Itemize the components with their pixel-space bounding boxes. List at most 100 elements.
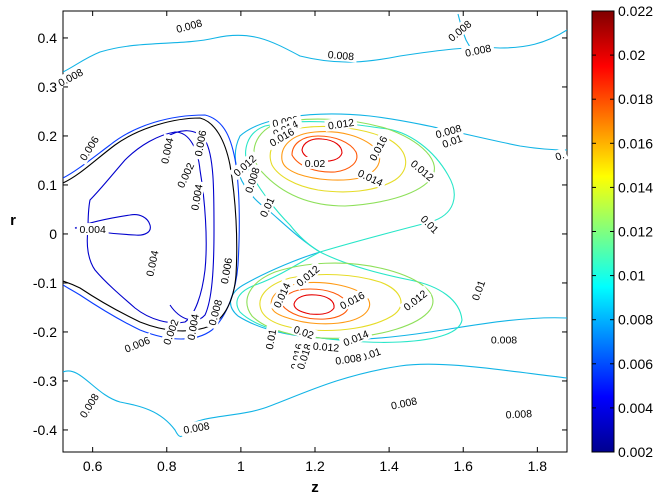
y-tick-label: 0.3 xyxy=(38,79,58,95)
contour-label-bg xyxy=(53,64,88,90)
contour-label: 0.008 xyxy=(488,333,520,346)
contour-label-bg xyxy=(331,350,366,368)
contour-label-bg xyxy=(291,260,324,291)
contour-label: 0.004 xyxy=(76,223,109,236)
y-tick-label: 0 xyxy=(49,226,57,242)
colorbar-tick-label: 0.004 xyxy=(618,400,653,416)
contour-label-bg xyxy=(76,223,109,236)
contour-label-bg xyxy=(262,325,279,354)
contour-label-bg xyxy=(338,326,373,350)
contour-label: 0.004 xyxy=(187,180,206,214)
contour-label: 0.012 xyxy=(309,339,343,355)
contour-label-bg xyxy=(157,133,176,168)
colorbar-tick-label: 0.02 xyxy=(618,47,645,63)
y-tick-label: 0.2 xyxy=(38,128,58,144)
contour-line-0.006-left xyxy=(63,114,240,340)
contour-label-bg xyxy=(309,339,343,355)
contour-label-bg xyxy=(365,131,391,166)
contour-line-0.008-bottom xyxy=(63,363,567,438)
contour-label-bg xyxy=(324,115,358,132)
contour-label-text: 0.004 xyxy=(186,313,202,341)
contour-label-bg xyxy=(173,158,198,193)
contour-label-bg xyxy=(293,339,315,374)
contour-line-0.018-upper xyxy=(291,135,358,173)
contour-label-bg xyxy=(171,15,207,36)
contour-line-0.004-inner xyxy=(74,214,151,236)
contour-label-text: 0.008 xyxy=(390,395,418,412)
contour-label-bg xyxy=(335,287,370,313)
contour-label-text: 0.01 xyxy=(264,328,279,350)
contour-label-bg xyxy=(416,210,444,238)
contour-label-text: 0.008 xyxy=(491,334,517,346)
contour-label-bg xyxy=(324,47,358,63)
contour-label-text: 0.02 xyxy=(305,158,326,170)
contour-label-bg xyxy=(302,156,328,169)
contour-label-bg xyxy=(75,131,103,165)
contour-label-text: 0.008 xyxy=(327,49,354,63)
contour-label: 0.01 xyxy=(262,325,279,354)
contour-label: 0.004 xyxy=(184,310,202,344)
contour-label-bg xyxy=(191,126,209,161)
contour-label-text: 0.008 xyxy=(464,43,492,60)
colorbar-tick-label: 0.014 xyxy=(618,179,653,195)
colorbar-tick-label: 0.016 xyxy=(618,135,653,151)
contour-label-text: 0.012 xyxy=(327,117,355,133)
contour-label: 0.008 xyxy=(502,406,536,421)
contour-label-text: 0.008 xyxy=(183,420,211,436)
contour-label-text: 0.004 xyxy=(159,137,176,165)
contour-label-bg xyxy=(120,332,155,356)
contour-label-bg xyxy=(289,321,319,343)
y-tick-label: -0.3 xyxy=(33,373,57,389)
contour-label: 0.008 xyxy=(324,47,358,63)
contour-label-text: 0.004 xyxy=(189,183,205,211)
contour-label: 0. xyxy=(550,147,569,164)
y-tick-label: -0.1 xyxy=(33,275,57,291)
contour-label-bg xyxy=(461,41,495,60)
contour-line-0.01-right xyxy=(236,121,463,343)
contour-label: 0.008 xyxy=(461,41,495,60)
contour-line-black-separatrix xyxy=(63,117,238,332)
contour-label-bg xyxy=(387,393,421,413)
plot-frame xyxy=(62,10,568,453)
contour-label-text: 0.008 xyxy=(505,408,532,421)
contour-label: 0.012 xyxy=(324,115,358,133)
contour-label: 0.004 xyxy=(142,246,162,281)
contour-label-bg xyxy=(159,314,182,350)
colorbar-tick-label: 0.018 xyxy=(618,91,653,107)
contour-label-bg xyxy=(142,246,162,281)
colorbar-tick-label: 0.022 xyxy=(618,3,653,19)
contour-label-bg xyxy=(187,180,206,214)
y-tick-label: 0.1 xyxy=(38,177,58,193)
contour-line-0.004-left xyxy=(86,131,207,324)
contour-label-bg xyxy=(502,406,536,421)
contour-label: 0.004 xyxy=(157,133,176,168)
contour-label: 0.02 xyxy=(302,156,328,170)
contour-label-text: 0.012 xyxy=(312,341,339,355)
y-axis-label: r xyxy=(10,212,16,229)
colorbar-tick-label: 0.002 xyxy=(618,444,653,460)
contour-label-bg xyxy=(467,276,489,305)
contour-label: 0.008 xyxy=(179,418,214,437)
contour-label-bg xyxy=(269,278,294,313)
contour-label-bg xyxy=(75,388,103,423)
axes: 0.6 0.8 1 1.2 1.4 1.6 1.8 0.4 0.3 0.2 0.1 0 -0.1 -0.2… xyxy=(33,11,567,474)
contour-label-bg xyxy=(353,165,388,190)
colorbar-tick-label: 0.012 xyxy=(618,224,653,240)
contour-label-text: 0.008 xyxy=(335,352,363,368)
x-tick-label: 1.2 xyxy=(305,458,325,474)
colorbar-tick-label: 0.008 xyxy=(618,312,653,328)
contour-label-bg xyxy=(217,253,235,288)
contour-label-text: 0.004 xyxy=(80,224,106,236)
x-tick-label: 1.8 xyxy=(528,458,548,474)
x-tick-label: 1.6 xyxy=(454,458,474,474)
contour-label-bg xyxy=(205,295,225,330)
contour-label-bg xyxy=(179,418,214,437)
contour-label-bg xyxy=(228,150,261,181)
contour-label-bg xyxy=(406,155,439,186)
contour-label-bg xyxy=(550,147,569,164)
x-tick-label: 1 xyxy=(237,458,245,474)
contour-label: 0.008 xyxy=(331,350,366,368)
contour-label-bg xyxy=(241,162,263,198)
contour-label-text: 0. xyxy=(554,149,566,163)
contour-label-text: 0.004 xyxy=(144,249,161,277)
